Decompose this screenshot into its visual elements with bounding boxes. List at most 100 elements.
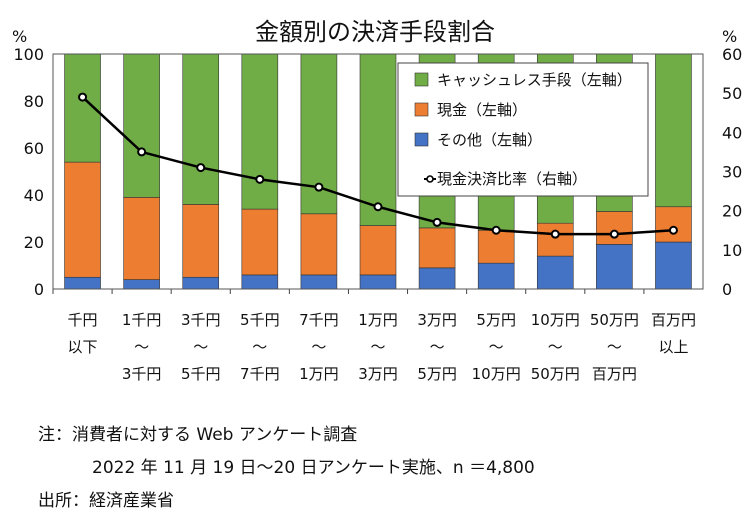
- y2-tick-label: 30: [722, 163, 742, 182]
- chart-title: 金額別の決済手段割合: [255, 18, 495, 46]
- bar-segment: [359, 225, 397, 276]
- x-tick-label: 3万円: [358, 365, 398, 383]
- bar-segment: [300, 213, 338, 276]
- y2-tick-label: 40: [722, 123, 742, 142]
- x-tick-label: 5万円: [417, 365, 457, 383]
- x-tick-label: ～: [311, 338, 326, 356]
- x-tick-label: 10万円: [472, 365, 521, 383]
- y-tick-label: 40: [24, 186, 44, 205]
- bar-segment: [536, 255, 574, 290]
- x-tick-label: 50万円: [590, 311, 639, 329]
- bar-segment: [241, 274, 279, 290]
- x-tick-label: 3千円: [181, 311, 221, 329]
- bar-segment: [596, 244, 633, 290]
- x-tick-label: 7千円: [240, 365, 280, 383]
- bar-segment: [241, 208, 279, 276]
- right-axis-unit: %: [722, 27, 737, 46]
- bar-segment: [359, 274, 397, 290]
- cash-ratio-point: [550, 229, 560, 239]
- legend-swatch: [414, 72, 429, 87]
- bar-segment: [300, 274, 338, 290]
- cash-ratio-point: [255, 174, 265, 184]
- x-tick-label: 百万円: [592, 365, 637, 383]
- bar-segment: [655, 241, 692, 290]
- cash-ratio-point: [432, 217, 442, 227]
- y-tick-label: 100: [13, 45, 44, 64]
- x-tick-label: ～: [252, 338, 267, 356]
- y2-tick-label: 50: [722, 84, 742, 103]
- bar-segment: [596, 211, 633, 245]
- x-tick-label: 1万円: [299, 365, 339, 383]
- plot-frame: [52, 53, 704, 290]
- bar-segment: [418, 267, 456, 290]
- x-tick-label: ～: [548, 338, 563, 356]
- x-tick-label: 3万円: [417, 311, 457, 329]
- y2-tick-label: 0: [722, 280, 732, 299]
- x-tick-label: 1千円: [122, 311, 162, 329]
- x-tick-label: 10万円: [531, 311, 580, 329]
- bar-segment: [477, 229, 515, 264]
- cash-ratio-point: [137, 147, 147, 157]
- x-tick-label: 50万円: [531, 365, 580, 383]
- x-tick-label: 5千円: [240, 311, 280, 329]
- cash-ratio-point: [78, 92, 88, 102]
- cash-ratio-point: [668, 225, 678, 235]
- x-tick-label: ～: [607, 338, 622, 356]
- x-tick-label: ～: [430, 338, 445, 356]
- bar-segment: [655, 206, 692, 243]
- bar-segment: [655, 53, 692, 208]
- bar-segment: [536, 222, 574, 257]
- x-tick-label: 以下: [68, 338, 98, 356]
- x-tick-label: 百万円: [651, 311, 696, 329]
- y-tick-label: 80: [24, 92, 44, 111]
- legend-label: その他（左軸）: [437, 131, 542, 149]
- bar-segment: [64, 161, 101, 278]
- x-tick-label: ～: [489, 338, 504, 356]
- x-tick-label: 以上: [658, 338, 688, 356]
- y2-tick-label: 60: [722, 45, 742, 64]
- bar-segment: [241, 53, 279, 210]
- x-tick-label: 千円: [68, 311, 98, 329]
- cash-ratio-point: [373, 202, 383, 212]
- x-tick-label: 5万円: [476, 311, 516, 329]
- bar-segment: [182, 204, 220, 278]
- x-tick-label: ～: [134, 338, 149, 356]
- bar-segment: [64, 276, 101, 290]
- chart-svg: 金額別の決済手段割合 % % 0 20 40 60 80 100 0 10 20 30 40 50 60…: [12, 18, 742, 383]
- bar-segment: [123, 197, 160, 280]
- x-tick-label: ～: [370, 338, 385, 356]
- cash-ratio-point: [314, 182, 324, 192]
- x-tick-label: 1万円: [358, 311, 398, 329]
- bar-segment: [477, 262, 515, 290]
- x-tick-label: 3千円: [122, 365, 162, 383]
- bar-segment: [182, 276, 220, 290]
- x-tick-label: ～: [193, 338, 208, 356]
- bar-segment: [359, 53, 397, 226]
- legend-swatch: [414, 102, 429, 117]
- y-tick-label: 60: [24, 139, 44, 158]
- note-survey: 注：消費者に対する Web アンケート調査: [38, 425, 358, 445]
- cash-ratio-point: [491, 225, 501, 235]
- note-source: 出所：経済産業省: [38, 491, 174, 511]
- y2-tick-label: 20: [722, 202, 742, 221]
- y-tick-label: 20: [24, 233, 44, 252]
- legend-label: 現金決済比率（右軸）: [437, 170, 587, 188]
- bar-segment: [182, 53, 220, 205]
- left-axis-unit: %: [12, 27, 27, 46]
- cash-ratio-point: [609, 229, 619, 239]
- legend-label: 現金（左軸）: [437, 101, 527, 119]
- legend-marker: [426, 175, 434, 183]
- bar-segment: [123, 279, 160, 290]
- y2-tick-label: 10: [722, 241, 742, 260]
- legend-label: キャッシュレス手段（左軸）: [437, 71, 632, 89]
- legend: キャッシュレス手段（左軸） 現金（左軸） その他（左軸） 現金決済比率（右軸）: [397, 62, 649, 197]
- cash-ratio-point: [196, 163, 206, 173]
- x-tick-label: 7千円: [299, 311, 339, 329]
- bar-segment: [123, 53, 160, 198]
- bar-segment: [418, 227, 456, 269]
- legend-swatch: [414, 132, 429, 147]
- note-date: 2022 年 11 月 19 日～20 日アンケート実施、n ＝4,800: [92, 458, 535, 478]
- y-tick-label: 0: [34, 280, 44, 299]
- x-tick-label: 5千円: [181, 365, 221, 383]
